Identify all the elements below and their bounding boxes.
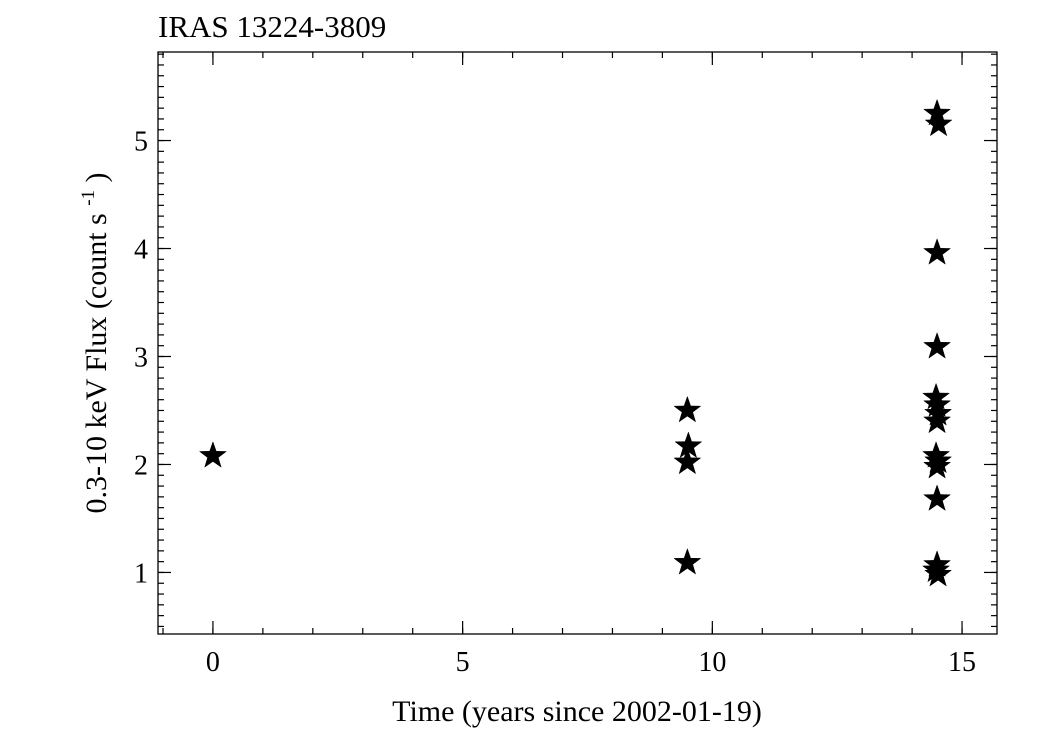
data-point-star	[198, 441, 227, 468]
y-axis-label: 0.3-10 keV Flux (count s -1 )	[68, 172, 113, 513]
data-point-star	[924, 559, 953, 587]
data-points	[198, 98, 953, 587]
x-axis-label: Time (years since 2002-01-19)	[392, 695, 762, 728]
y-axis-label-superscript: -1	[78, 190, 99, 206]
y-tick-label: 5	[134, 127, 148, 158]
data-point-star	[673, 447, 702, 475]
data-point-star	[923, 484, 952, 511]
y-axis-label-close: )	[80, 172, 113, 182]
y-tick-label: 4	[134, 235, 148, 266]
y-tick-label: 1	[134, 558, 148, 589]
y-axis-label-main: 0.3-10 keV Flux (count s	[80, 213, 113, 513]
chart-title: IRAS 13224-3809	[158, 9, 386, 44]
data-point-star	[924, 109, 953, 137]
y-tick-label: 3	[134, 342, 148, 373]
y-tick-label: 2	[134, 450, 148, 481]
y-tick-labels: 1 2 3 4 5	[134, 127, 148, 590]
data-point-star	[673, 547, 702, 575]
axis-ticks	[158, 52, 997, 634]
data-point-star	[923, 451, 952, 479]
plot-frame	[157, 51, 998, 635]
data-point-star	[923, 332, 952, 359]
x-tick-label: 5	[456, 647, 470, 678]
x-tick-label: 10	[698, 647, 726, 678]
x-tick-label: 15	[948, 647, 976, 678]
x-tick-labels: 0 5 10 15	[206, 647, 976, 678]
x-tick-label: 0	[206, 647, 220, 678]
data-point-star	[923, 238, 952, 265]
data-point-star	[923, 406, 952, 434]
data-point-star	[673, 395, 702, 423]
